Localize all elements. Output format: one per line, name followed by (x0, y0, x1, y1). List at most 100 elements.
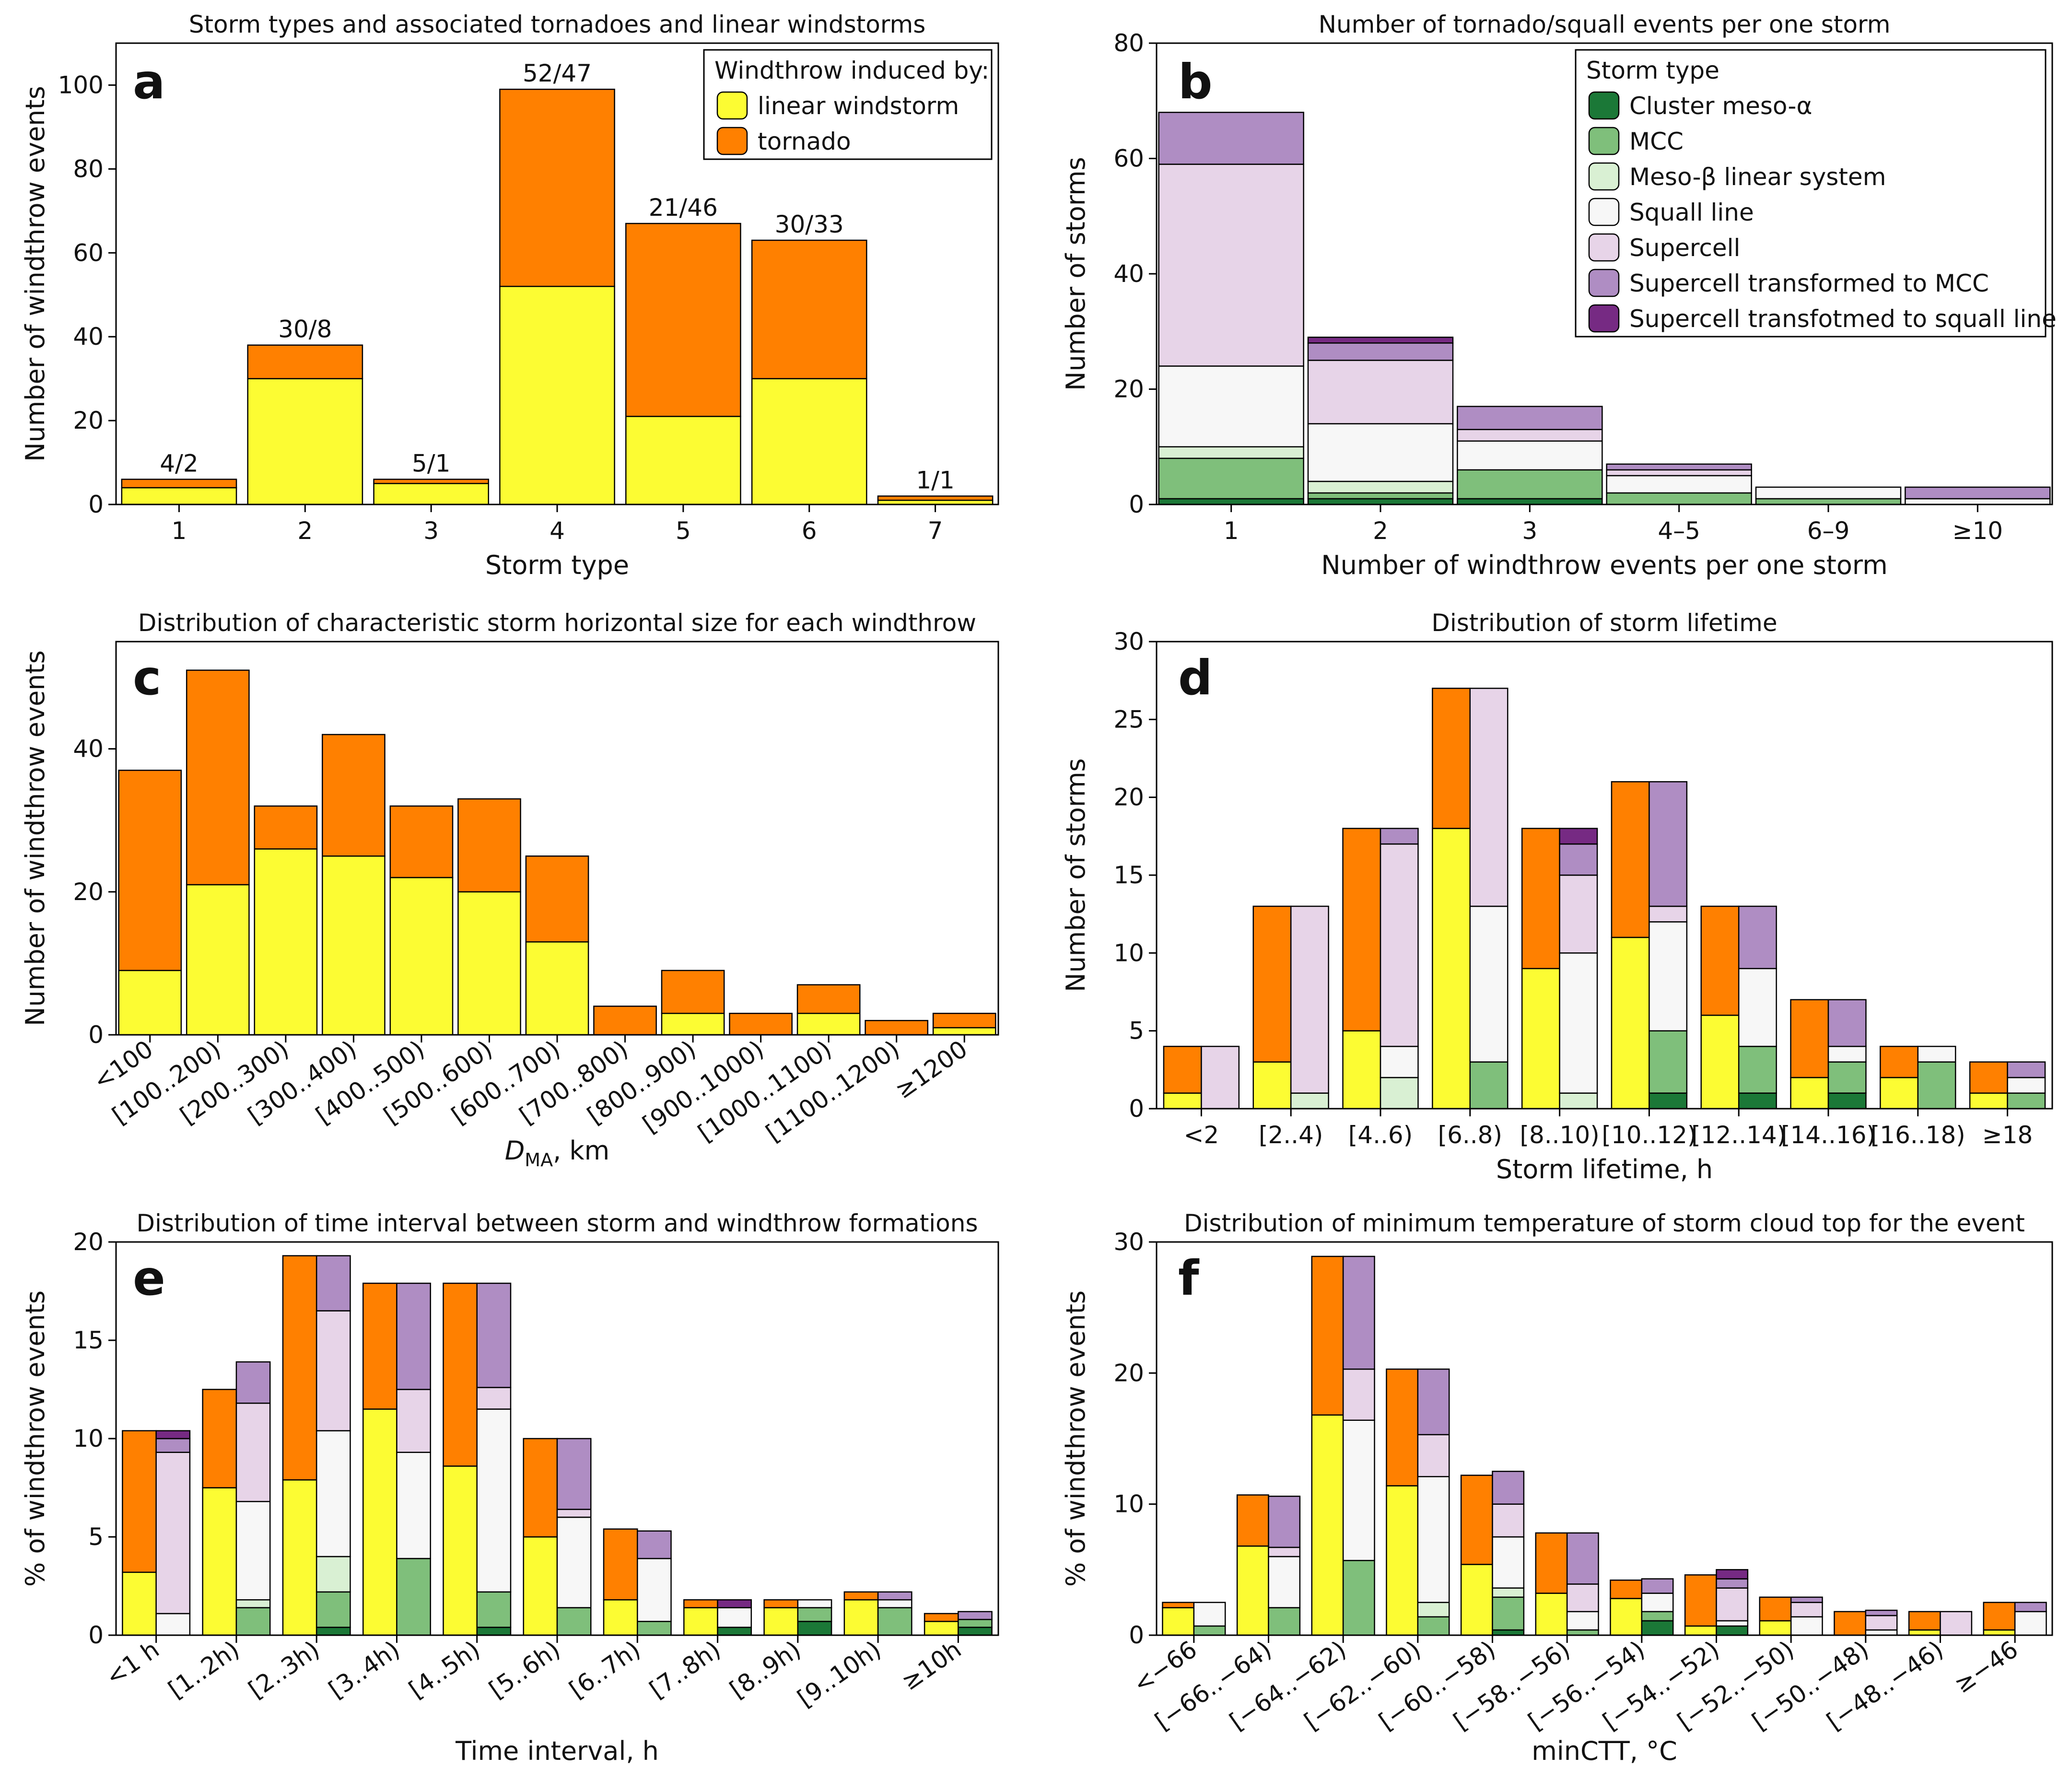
bar-segment (1983, 1602, 2016, 1631)
bar-segment (1535, 1532, 1568, 1594)
bar-segment (1716, 1578, 1749, 1589)
bar-segment (877, 1607, 912, 1636)
bar-segment (1417, 1368, 1450, 1436)
bar-segment (1606, 492, 1752, 505)
bar-segment (877, 495, 994, 501)
bar-segment (717, 1627, 752, 1636)
bar-segment (362, 1408, 398, 1636)
panel-letter: d (1178, 650, 1213, 706)
panel-letter: e (133, 1250, 165, 1306)
y-tick-label: 40 (73, 323, 104, 351)
legend-box (1575, 49, 2047, 338)
bar-segment (1307, 423, 1454, 482)
bar-segment (637, 1621, 672, 1636)
x-tick-label: [8..9h) (725, 1635, 806, 1704)
bar-segment (1158, 365, 1304, 448)
bar-segment (1790, 1602, 1823, 1617)
bar-segment (155, 1452, 191, 1615)
x-tick-label: ≥10h (897, 1635, 967, 1696)
bar-segment (121, 487, 237, 505)
bar-segment (625, 416, 741, 505)
y-tick-label: 0 (1129, 1621, 1144, 1649)
legend-swatch (1588, 198, 1620, 226)
bar-segment (1649, 921, 1688, 1031)
bar-segment (1684, 1574, 1717, 1627)
bars (121, 88, 994, 505)
x-axis-label: Time interval, h (455, 1736, 659, 1766)
x-tick-label: 2 (1373, 517, 1388, 545)
bar-segment (1163, 1092, 1202, 1110)
bar-segment (254, 848, 318, 1036)
bar-segment (958, 1611, 993, 1620)
bar-segment (1611, 781, 1650, 938)
bar-segment (1432, 828, 1471, 1110)
x-tick-label: [12..14) (1691, 1121, 1786, 1149)
bar-segment (843, 1591, 879, 1601)
x-axis-label: Storm lifetime, h (1496, 1154, 1713, 1184)
legend-title: Storm type (1586, 57, 1719, 84)
y-tick-label: 15 (73, 1326, 104, 1354)
bar-segment (1827, 1045, 1867, 1063)
bar-segment (1716, 1587, 1749, 1622)
bar-segment (1559, 952, 1598, 1094)
legend-label: Cluster meso-α (1629, 92, 1812, 120)
y-tick-label: 0 (88, 491, 104, 518)
bar-segment (637, 1558, 672, 1622)
bar-segment (1566, 1629, 1599, 1636)
panel-letter: a (133, 54, 165, 110)
bar-segment (1252, 905, 1292, 1063)
bar-segment (797, 1607, 832, 1622)
bar-segment (1469, 1061, 1509, 1110)
bar-segment (603, 1528, 638, 1601)
x-tick-label: ≥10 (1953, 517, 2003, 545)
bar-segment (235, 1361, 271, 1404)
bar-segment (1905, 486, 2051, 500)
bar-segment (1158, 446, 1304, 459)
bar-segment (282, 1255, 317, 1481)
bar-segment (322, 855, 386, 1036)
y-tick-label: 20 (1113, 1359, 1144, 1387)
bar-segment (2014, 1602, 2047, 1613)
bar-segment (625, 223, 741, 417)
y-axis-label: Number of windthrow events (20, 650, 50, 1026)
bar-segment (1611, 937, 1650, 1110)
legend-label: MCC (1629, 128, 1684, 155)
chart-title: Distribution of time interval between st… (136, 1209, 978, 1237)
bar-segment (1460, 1564, 1493, 1636)
x-tick-label: ≥1200 (890, 1035, 972, 1104)
panel-f: Distribution of minimum temperature of s… (1061, 1209, 2053, 1766)
bar-segment (1559, 874, 1598, 954)
bar-segment (186, 669, 250, 886)
bar-segment (1738, 1045, 1777, 1094)
bar-segment (1649, 1092, 1688, 1110)
bar-segment (1700, 905, 1740, 1016)
bar-segment (118, 970, 182, 1036)
x-tick-label: [4..6) (1348, 1121, 1413, 1149)
legend-swatch (1588, 162, 1620, 191)
panel-letter: c (133, 650, 161, 706)
bars (118, 669, 996, 1036)
bar-segment (1566, 1532, 1599, 1585)
bar-segment (2007, 1092, 2046, 1110)
legend-swatch (1588, 91, 1620, 120)
bar-segment (476, 1627, 512, 1636)
bar-segment (1641, 1578, 1674, 1594)
bar-segment (1380, 843, 1419, 1047)
bar-segment (1492, 1471, 1525, 1505)
x-tick-label: [6..8) (1438, 1121, 1502, 1149)
x-tick-label: [16..18) (1871, 1121, 1965, 1149)
bar-segment (2007, 1077, 2046, 1094)
bar-segment (362, 1282, 398, 1410)
bar-segment (797, 1599, 832, 1608)
bar-segment (751, 378, 867, 505)
bar-segment (155, 1613, 191, 1636)
bar-segment (122, 1571, 157, 1636)
bar-label: 5/1 (412, 450, 450, 478)
bar-segment (1268, 1607, 1301, 1636)
bar-segment (523, 1536, 558, 1636)
y-tick-label: 100 (58, 71, 104, 99)
legend-swatch (1588, 304, 1620, 333)
bar-segment (1417, 1616, 1450, 1636)
bar-segment (499, 88, 615, 287)
bar-segment (457, 891, 521, 1036)
